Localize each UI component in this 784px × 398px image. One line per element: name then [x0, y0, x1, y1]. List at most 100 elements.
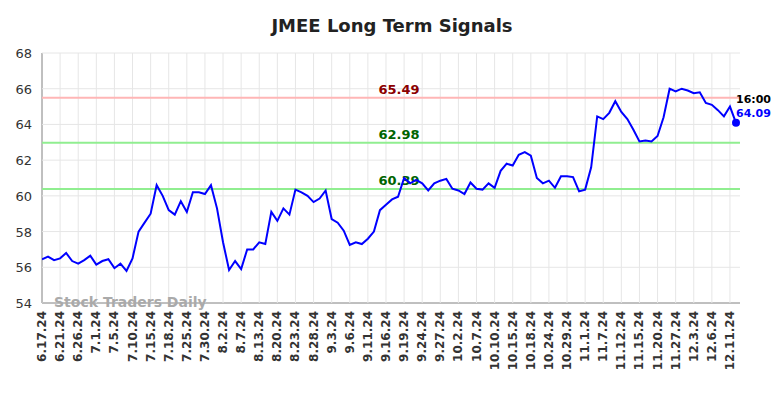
grid-line	[42, 267, 740, 268]
reference-line	[42, 188, 740, 190]
x-tick-label: 8.28.24	[307, 311, 321, 362]
grid-line	[223, 53, 224, 303]
last-value-label: 64.09	[736, 107, 771, 120]
grid-line	[367, 53, 368, 303]
x-tick-label: 7.5.24	[107, 311, 121, 354]
x-tick-label: 11.7.24	[596, 311, 610, 362]
x-tick-label: 10.24.24	[542, 311, 556, 370]
title: JMEE Long Term Signals	[269, 15, 512, 36]
grid-line	[259, 53, 260, 303]
x-tick-label: 12.11.24	[723, 311, 737, 370]
x-tick-label: 7.1.24	[89, 311, 103, 354]
grid-line	[621, 53, 622, 303]
grid-line	[313, 53, 314, 303]
x-tick-label: 9.19.24	[397, 311, 411, 362]
grid-line	[132, 53, 133, 303]
grid-line	[60, 53, 61, 303]
grid-line	[530, 53, 531, 303]
x-tick-label: 10.10.24	[488, 311, 502, 370]
grid-line	[476, 53, 477, 303]
x-tick-label: 8.20.24	[270, 311, 284, 362]
x-tick-label: 9.24.24	[415, 311, 429, 362]
x-tick-label: 7.30.24	[198, 311, 212, 362]
grid-line	[150, 53, 151, 303]
grid-line	[42, 195, 740, 196]
grid-line	[42, 231, 740, 232]
grid-line	[42, 160, 740, 161]
x-tick-label: 7.18.24	[162, 311, 176, 362]
grid-line	[186, 53, 187, 303]
grid-line	[42, 53, 43, 303]
grid-line	[585, 53, 586, 303]
last-point	[732, 119, 740, 127]
x-tick-label: 11.20.24	[651, 311, 665, 370]
y-tick-label: 56	[15, 260, 32, 275]
reference-line	[42, 142, 740, 144]
x-tick-label: 8.13.24	[252, 311, 266, 362]
x-tick-label: 6.26.24	[71, 311, 85, 362]
grid-line	[349, 53, 350, 303]
reference-label: 65.49	[378, 82, 419, 97]
grid-line	[729, 53, 730, 303]
x-tick-label: 10.15.24	[506, 311, 520, 370]
grid-line	[114, 53, 115, 303]
chart: JMEE Long Term Signals 54 56 58 60 62 64 66 68 6.…	[0, 0, 784, 398]
y-tick-label: 66	[15, 82, 32, 97]
x-tick-label: 11.1.24	[578, 311, 592, 362]
watermark: Stock Traders Daily	[54, 294, 207, 310]
x-tick-label: 9.6.24	[343, 311, 357, 354]
x-tick-label: 12.3.24	[687, 311, 701, 362]
grid-line	[548, 53, 549, 303]
grid-line	[78, 53, 79, 303]
x-tick-label: 12.6.24	[705, 311, 719, 362]
grid-line	[711, 53, 712, 303]
grid-line	[567, 53, 568, 303]
x-tick-label: 9.27.24	[433, 311, 447, 362]
y-tick-label: 62	[15, 153, 32, 168]
y-tick-label: 68	[15, 46, 32, 61]
grid-line	[693, 53, 694, 303]
grid-line	[42, 124, 740, 125]
grid-line	[277, 53, 278, 303]
x-tick-label: 10.2.24	[451, 311, 465, 362]
y-tick-label: 64	[15, 117, 32, 132]
grid-line	[440, 53, 441, 303]
grid-line	[295, 53, 296, 303]
grid-line	[494, 53, 495, 303]
y-axis	[42, 53, 43, 303]
plot-area	[42, 89, 740, 271]
grid-line	[422, 53, 423, 303]
grid-line	[204, 53, 205, 303]
grid-line	[42, 53, 740, 54]
x-tick-label: 7.15.24	[144, 311, 158, 362]
grid-line	[639, 53, 640, 303]
y-tick-label: 60	[15, 189, 32, 204]
reference-line	[42, 97, 740, 99]
y-tick-label: 54	[15, 296, 32, 311]
x-tick-label: 11.15.24	[632, 311, 646, 370]
x-tick-label: 7.10.24	[126, 311, 140, 362]
grid-line	[657, 53, 658, 303]
x-tick-label: 8.2.24	[216, 311, 230, 354]
x-tick-label: 10.7.24	[470, 311, 484, 362]
time-label: 16:00	[736, 93, 771, 106]
x-tick-label: 6.21.24	[53, 311, 67, 362]
y-tick-label: 58	[15, 225, 32, 240]
x-tick-label: 10.18.24	[524, 311, 538, 370]
grid-line	[331, 53, 332, 303]
reference-label: 62.98	[378, 127, 419, 142]
price-line	[42, 89, 736, 271]
x-tick-label: 9.16.24	[379, 311, 393, 362]
x-tick-label: 11.12.24	[614, 311, 628, 370]
x-tick-label: 8.7.24	[234, 311, 248, 354]
grid-line	[168, 53, 169, 303]
x-tick-label: 9.3.24	[325, 311, 339, 354]
x-tick-label: 8.23.24	[288, 311, 302, 362]
x-tick-label: 9.11.24	[361, 311, 375, 362]
grid-line	[512, 53, 513, 303]
x-tick-label: 10.29.24	[560, 311, 574, 370]
x-tick-label: 7.25.24	[180, 311, 194, 362]
x-tick-label: 11.27.24	[669, 311, 683, 370]
grid-line	[603, 53, 604, 303]
grid-line	[458, 53, 459, 303]
